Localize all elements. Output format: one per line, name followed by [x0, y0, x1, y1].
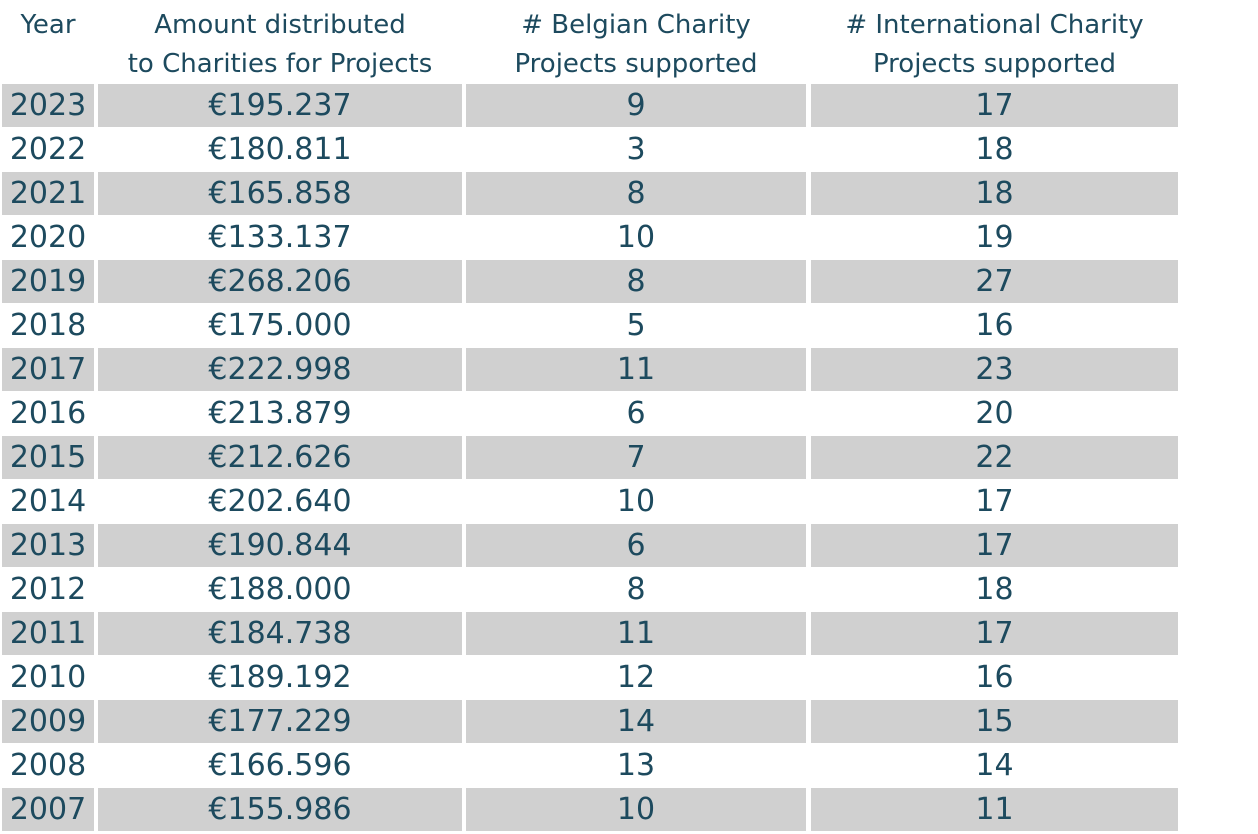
belgian-count-cell: 6 — [626, 396, 646, 431]
amount-cell: €184.738 — [98, 612, 462, 655]
header-international-projects: # International Charity Projects support… — [845, 10, 1144, 79]
header-amount-distributed: Amount distributed to Charities for Proj… — [127, 10, 433, 79]
year-cell: 2016 — [9, 396, 87, 431]
table-row: 2015 €212.626 7 22 — [0, 436, 1180, 480]
international-count-cell: 19 — [975, 220, 1014, 255]
table-row: 2020 €133.137 10 19 — [0, 216, 1180, 260]
header-year: Year — [20, 10, 76, 40]
international-count-cell: 27 — [811, 260, 1178, 303]
international-count-cell: 20 — [975, 396, 1014, 431]
international-count-cell: 18 — [975, 572, 1014, 607]
table-row: 2012 €188.000 8 18 — [0, 568, 1180, 612]
international-count-cell: 17 — [811, 612, 1178, 655]
amount-cell: €189.192 — [208, 660, 352, 695]
year-cell: 2020 — [9, 220, 87, 255]
belgian-count-cell: 14 — [466, 700, 806, 743]
year-cell: 2022 — [9, 132, 87, 167]
table-row: 2018 €175.000 5 16 — [0, 304, 1180, 348]
table-row: 2013 €190.844 6 17 — [0, 524, 1180, 568]
international-count-cell: 14 — [975, 748, 1014, 783]
charity-projects-table: Year Amount distributed to Charities for… — [0, 0, 1180, 832]
table-body: 2023 €195.237 9 17 2022 €180.811 3 18 2021 €165.8… — [0, 84, 1180, 832]
belgian-count-cell: 11 — [466, 348, 806, 391]
international-count-cell: 17 — [811, 84, 1178, 127]
table-header: Year Amount distributed to Charities for… — [0, 0, 1180, 84]
belgian-count-cell: 8 — [466, 260, 806, 303]
table-row: 2016 €213.879 6 20 — [0, 392, 1180, 436]
belgian-count-cell: 7 — [466, 436, 806, 479]
table-row: 2007 €155.986 10 11 — [0, 788, 1180, 832]
amount-cell: €268.206 — [98, 260, 462, 303]
header-belgian-projects: # Belgian Charity Projects supported — [514, 10, 758, 79]
belgian-count-cell: 5 — [626, 308, 646, 343]
year-cell: 2012 — [9, 572, 87, 607]
table-row: 2023 €195.237 9 17 — [0, 84, 1180, 128]
international-count-cell: 11 — [811, 788, 1178, 831]
belgian-count-cell: 6 — [466, 524, 806, 567]
year-cell: 2023 — [2, 84, 94, 127]
year-cell: 2019 — [2, 260, 94, 303]
belgian-count-cell: 10 — [616, 484, 656, 519]
international-count-cell: 17 — [811, 524, 1178, 567]
amount-cell: €195.237 — [98, 84, 462, 127]
table-row: 2010 €189.192 12 16 — [0, 656, 1180, 700]
belgian-count-cell: 13 — [616, 748, 656, 783]
belgian-count-cell: 8 — [626, 572, 646, 607]
amount-cell: €155.986 — [98, 788, 462, 831]
amount-cell: €165.858 — [98, 172, 462, 215]
table-row: 2011 €184.738 11 17 — [0, 612, 1180, 656]
year-cell: 2009 — [2, 700, 94, 743]
year-cell: 2021 — [2, 172, 94, 215]
year-cell: 2013 — [2, 524, 94, 567]
amount-cell: €188.000 — [208, 572, 352, 607]
belgian-count-cell: 11 — [466, 612, 806, 655]
table-row: 2008 €166.596 13 14 — [0, 744, 1180, 788]
belgian-count-cell: 12 — [616, 660, 656, 695]
international-count-cell: 18 — [975, 132, 1014, 167]
belgian-count-cell: 10 — [616, 220, 656, 255]
year-cell: 2014 — [9, 484, 87, 519]
amount-cell: €175.000 — [208, 308, 352, 343]
belgian-count-cell: 3 — [626, 132, 646, 167]
international-count-cell: 17 — [975, 484, 1014, 519]
amount-cell: €222.998 — [98, 348, 462, 391]
amount-cell: €190.844 — [98, 524, 462, 567]
belgian-count-cell: 8 — [466, 172, 806, 215]
year-cell: 2015 — [2, 436, 94, 479]
table-row: 2022 €180.811 3 18 — [0, 128, 1180, 172]
international-count-cell: 15 — [811, 700, 1178, 743]
international-count-cell: 16 — [975, 308, 1014, 343]
year-cell: 2017 — [2, 348, 94, 391]
international-count-cell: 23 — [811, 348, 1178, 391]
year-cell: 2010 — [9, 660, 87, 695]
year-cell: 2018 — [9, 308, 87, 343]
table-row: 2017 €222.998 11 23 — [0, 348, 1180, 392]
amount-cell: €212.626 — [98, 436, 462, 479]
international-count-cell: 16 — [975, 660, 1014, 695]
table-row: 2021 €165.858 8 18 — [0, 172, 1180, 216]
international-count-cell: 18 — [811, 172, 1178, 215]
year-cell: 2011 — [2, 612, 94, 655]
table-row: 2009 €177.229 14 15 — [0, 700, 1180, 744]
year-cell: 2008 — [9, 748, 87, 783]
amount-cell: €180.811 — [208, 132, 352, 167]
year-cell: 2007 — [2, 788, 94, 831]
amount-cell: €133.137 — [208, 220, 352, 255]
amount-cell: €166.596 — [208, 748, 352, 783]
amount-cell: €213.879 — [208, 396, 352, 431]
international-count-cell: 22 — [811, 436, 1178, 479]
amount-cell: €202.640 — [208, 484, 352, 519]
belgian-count-cell: 9 — [466, 84, 806, 127]
amount-cell: €177.229 — [98, 700, 462, 743]
belgian-count-cell: 10 — [466, 788, 806, 831]
table-row: 2019 €268.206 8 27 — [0, 260, 1180, 304]
table-row: 2014 €202.640 10 17 — [0, 480, 1180, 524]
